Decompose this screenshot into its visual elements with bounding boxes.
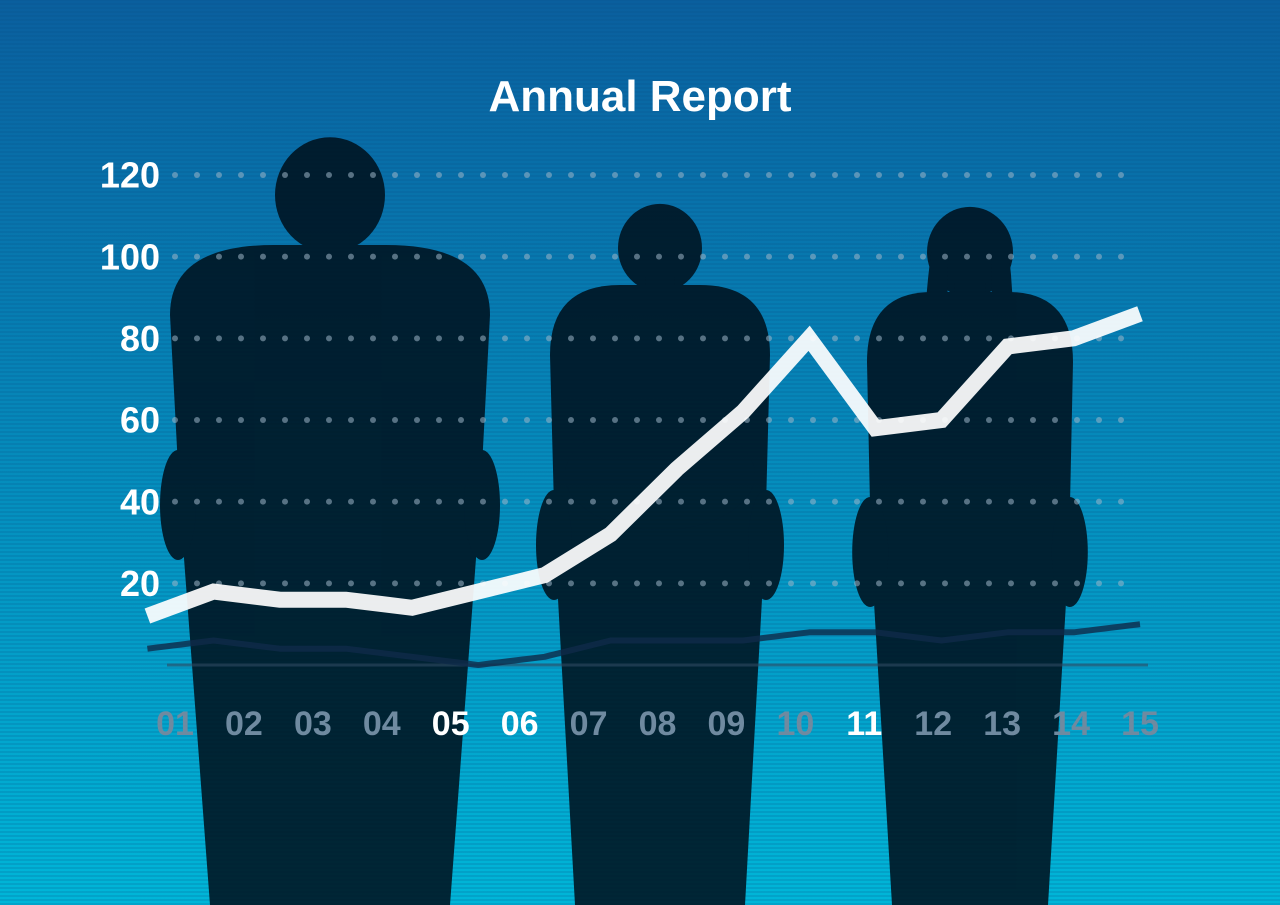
y-tick-label: 20: [120, 563, 160, 604]
x-tick-label: 10: [776, 705, 814, 743]
x-tick-label: 01: [156, 705, 194, 743]
chart-canvas: 20 40 60 80 100 120 01 02 03 04 05 06 07 08 09 10 11 12 13…: [0, 0, 1280, 905]
x-tick-label: 08: [639, 705, 677, 743]
y-tick-label: 80: [120, 318, 160, 359]
x-tick-label: 03: [294, 705, 332, 743]
y-tick-label: 100: [100, 236, 160, 277]
x-tick-label: 02: [225, 705, 263, 743]
x-tick-label: 05: [432, 705, 470, 743]
y-tick-label: 60: [120, 400, 160, 441]
y-tick-label: 40: [120, 481, 160, 522]
x-tick-label: 14: [1052, 705, 1090, 743]
x-tick-label: 06: [501, 705, 539, 743]
person-middle: [550, 285, 770, 905]
x-tick-label: 09: [708, 705, 746, 743]
annual-report-infographic: 20 40 60 80 100 120 01 02 03 04 05 06 07 08 09 10 11 12 13…: [0, 0, 1280, 905]
y-tick-label: 120: [100, 155, 160, 196]
x-tick-label: 07: [570, 705, 608, 743]
x-tick-label: 13: [983, 705, 1021, 743]
person-left: [170, 245, 490, 905]
x-tick-label: 15: [1121, 705, 1159, 743]
x-tick-label: 11: [846, 705, 882, 743]
x-tick-label: 04: [363, 705, 401, 743]
x-tick-label: 12: [914, 705, 952, 743]
